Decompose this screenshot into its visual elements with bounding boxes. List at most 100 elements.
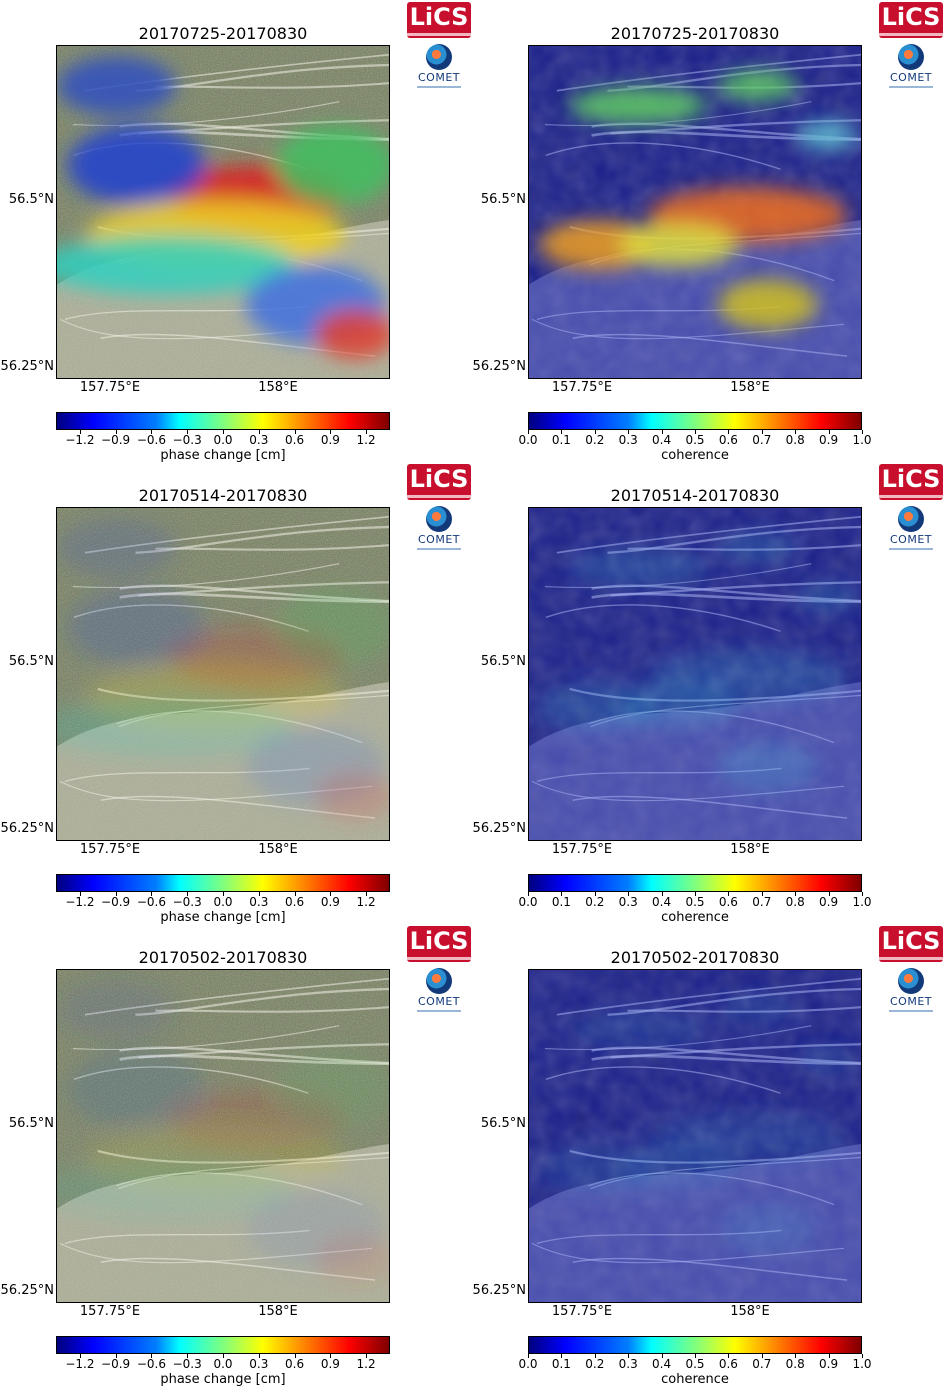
x-tick-label: 157.75°E: [551, 380, 613, 395]
colorbar-tick-label: 1.0: [852, 895, 872, 909]
colorbar-tick: [258, 430, 260, 434]
colorbar-tick-label: −0.9: [101, 895, 131, 909]
interferogram-panel-2: 20170725-20170830 56.5°N 56.25°N 157.75°…: [472, 0, 944, 463]
colorbar-tick: [223, 1354, 224, 1358]
signal-blob: [618, 222, 738, 267]
x-tick-label: 158°E: [730, 380, 770, 395]
map-image: [57, 970, 389, 1302]
y-tick-label: 56.25°N: [472, 821, 526, 836]
colorbar-tick-label: −0.6: [136, 895, 166, 909]
signal-layer: [57, 55, 389, 360]
terrain-ridge: [72, 101, 340, 127]
colorbar-tick: [528, 892, 529, 896]
y-tick-label: 56.5°N: [480, 654, 526, 669]
terrain-ridge: [155, 82, 389, 89]
colorbar-tick-label: 0.8: [785, 1357, 805, 1371]
colorbar-tick: [151, 1354, 153, 1358]
colorbar-label: phase change [cm]: [160, 910, 286, 925]
colorbar-label: coherence: [661, 448, 729, 463]
comet-globe-icon: [426, 506, 452, 532]
x-tick-label: 158°E: [258, 380, 298, 395]
colorbar-tick-label: 0.6: [285, 433, 305, 447]
colorbar-tick-label: 0.7: [752, 895, 772, 909]
terrain-ridge: [155, 1006, 389, 1013]
colorbar-tick-label: 0.0: [213, 1357, 233, 1371]
colorbar-label: phase change [cm]: [160, 1372, 286, 1387]
colorbar-tick-label: −1.2: [65, 1357, 95, 1371]
colorbar-tick: [187, 1354, 189, 1358]
signal-blob: [797, 1044, 858, 1075]
comet-globe-icon: [898, 44, 924, 70]
terrain-ridge: [545, 1066, 781, 1094]
colorbar-tick-label: −1.2: [65, 433, 95, 447]
colorbar-tick-label: 0.0: [213, 895, 233, 909]
colorbar-tick: [828, 1354, 830, 1358]
signal-blob: [717, 741, 818, 792]
signal-blob: [538, 681, 659, 732]
map-frame: [528, 969, 862, 1303]
colorbar-tick: [661, 1354, 663, 1358]
signal-layer: [538, 532, 858, 792]
interferogram-panel-5: 20170502-20170830 56.5°N 56.25°N 157.75°…: [0, 924, 472, 1387]
comet-logo-underline: [889, 548, 933, 550]
colorbar-tick: [115, 892, 117, 896]
map-image: [529, 970, 861, 1302]
map-image: [57, 508, 389, 840]
x-tick-label: 158°E: [258, 1304, 298, 1319]
colorbar-tick-label: −0.9: [101, 1357, 131, 1371]
colorbar-tick: [661, 892, 663, 896]
comet-logo-icon: COMET: [880, 968, 942, 1020]
colorbar-tick: [628, 1354, 630, 1358]
y-tick-label: 56.25°N: [472, 1283, 526, 1298]
comet-globe-icon: [898, 506, 924, 532]
y-tick-label: 56.25°N: [0, 1283, 54, 1298]
colorbar-tick-label: 0.9: [819, 1357, 839, 1371]
lics-logo-icon: LiCS: [407, 464, 471, 500]
x-tick-label: 157.75°E: [79, 380, 141, 395]
colorbar-tick: [795, 892, 797, 896]
signal-blob: [57, 1158, 296, 1219]
y-tick-label: 56.5°N: [8, 192, 54, 207]
colorbar-tick: [366, 1354, 368, 1358]
colorbar-tick-label: 0.5: [685, 1357, 705, 1371]
colorbar-tick: [795, 1354, 797, 1358]
signal-blob: [568, 549, 708, 586]
colorbar-tick: [366, 430, 368, 434]
signal-layer: [538, 994, 858, 1254]
signal-blob: [275, 587, 389, 668]
panel-title: 20170514-20170830: [138, 486, 308, 505]
colorbar-tick-label: 0.9: [320, 1357, 340, 1371]
colorbar-tick: [594, 1354, 596, 1358]
signal-blob: [57, 979, 177, 1040]
comet-logo-underline: [417, 548, 461, 550]
colorbar-tick-label: 0.9: [320, 895, 340, 909]
colorbar-tick: [223, 892, 224, 896]
colorbar: [56, 874, 390, 892]
colorbar-tick: [330, 1354, 332, 1358]
colorbar-tick: [828, 430, 830, 434]
signal-blob: [66, 1049, 207, 1130]
comet-logo-icon: COMET: [880, 44, 942, 96]
signal-blob: [618, 684, 738, 729]
panel-title: 20170502-20170830: [138, 948, 308, 967]
signal-layer: [538, 70, 858, 330]
panel-title: 20170725-20170830: [610, 24, 780, 43]
comet-logo-text: COMET: [890, 533, 932, 546]
colorbar-tick-label: 1.0: [852, 433, 872, 447]
colorbar-tick: [795, 430, 797, 434]
comet-globe-icon: [898, 968, 924, 994]
colorbar-tick: [695, 430, 696, 434]
colorbar-tick-label: 0.0: [518, 895, 538, 909]
colorbar-tick: [79, 892, 81, 896]
comet-logo-underline: [889, 86, 933, 88]
signal-blob: [57, 234, 296, 295]
colorbar-tick: [594, 892, 596, 896]
colorbar-tick-label: 1.2: [356, 1357, 376, 1371]
map-frame: [528, 45, 862, 379]
colorbar-tick-label: −0.3: [172, 895, 202, 909]
colorbar-tick: [528, 430, 529, 434]
colorbar-tick-label: 0.3: [249, 433, 269, 447]
colorbar-tick-label: 0.8: [785, 895, 805, 909]
colorbar-tick: [761, 430, 763, 434]
colorbar-tick-label: 0.5: [685, 433, 705, 447]
